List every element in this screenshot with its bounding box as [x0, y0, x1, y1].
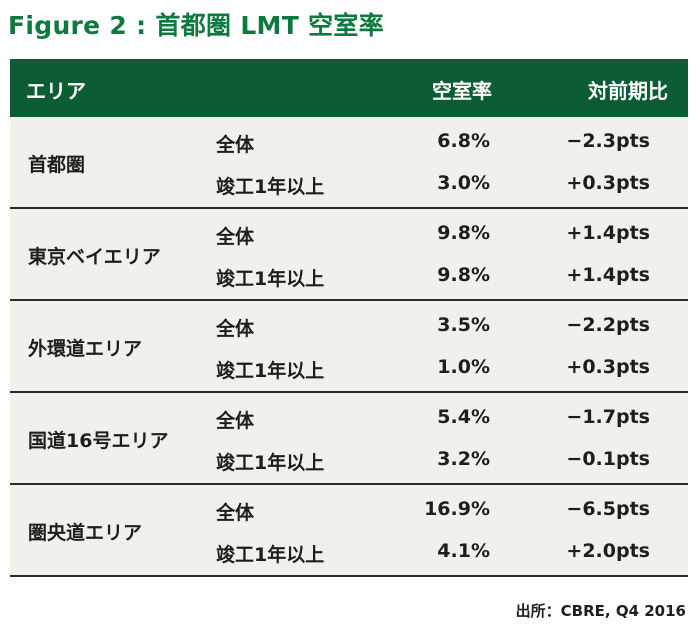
table-row: 全体 9.8% +1.4pts [10, 213, 688, 257]
change-value: −6.5pts [566, 498, 650, 520]
change-value: +1.4pts [566, 222, 650, 244]
vacancy-value: 9.8% [437, 222, 490, 244]
area-name: 国道16号エリア [28, 430, 169, 452]
header-quarter-change: 対前期比 [588, 79, 668, 103]
table-header: エリア 空室率 対前期比 [10, 59, 688, 117]
row-label: 竣工1年以上 [216, 176, 325, 198]
row-label: 竣工1年以上 [216, 452, 325, 474]
row-label: 竣工1年以上 [216, 360, 325, 382]
figure-title: Figure 2 : 首都圏 LMT 空室率 [8, 11, 384, 40]
change-value: −0.1pts [566, 448, 650, 470]
vacancy-value: 4.1% [437, 540, 490, 562]
area-name: 外環道エリア [28, 338, 143, 360]
table-row: 竣工1年以上 3.2% −0.1pts [10, 439, 688, 483]
row-label: 全体 [216, 410, 255, 432]
vacancy-value: 5.4% [437, 406, 490, 428]
change-value: −2.3pts [566, 130, 650, 152]
row-label: 竣工1年以上 [216, 268, 325, 290]
table-row: 全体 5.4% −1.7pts [10, 397, 688, 441]
change-value: +1.4pts [566, 264, 650, 286]
change-value: +0.3pts [566, 172, 650, 194]
vacancy-value: 16.9% [424, 498, 490, 520]
table-row: 全体 16.9% −6.5pts [10, 489, 688, 533]
vacancy-value: 9.8% [437, 264, 490, 286]
area-name: 圏央道エリア [28, 522, 143, 544]
table-row: 竣工1年以上 1.0% +0.3pts [10, 347, 688, 391]
table-row: 竣工1年以上 4.1% +2.0pts [10, 531, 688, 575]
header-area: エリア [26, 79, 86, 103]
row-label: 全体 [216, 134, 255, 156]
area-group-shutoken: 首都圏 全体 6.8% −2.3pts 竣工1年以上 3.0% +0.3pts [10, 117, 688, 209]
table-row: 全体 3.5% −2.2pts [10, 305, 688, 349]
vacancy-value: 1.0% [437, 356, 490, 378]
area-group-kenodo: 圏央道エリア 全体 16.9% −6.5pts 竣工1年以上 4.1% +2.0… [10, 485, 688, 577]
area-name: 東京ベイエリア [28, 246, 161, 268]
vacancy-value: 3.5% [437, 314, 490, 336]
area-group-route16: 国道16号エリア 全体 5.4% −1.7pts 竣工1年以上 3.2% −0.… [10, 393, 688, 485]
row-label: 全体 [216, 226, 255, 248]
area-name: 首都圏 [28, 154, 86, 176]
row-label: 竣工1年以上 [216, 544, 325, 566]
change-value: −2.2pts [566, 314, 650, 336]
table-row: 全体 6.8% −2.3pts [10, 121, 688, 165]
area-group-tokyo-bay: 東京ベイエリア 全体 9.8% +1.4pts 竣工1年以上 9.8% +1.4… [10, 209, 688, 301]
vacancy-value: 3.2% [437, 448, 490, 470]
table-row: 竣工1年以上 3.0% +0.3pts [10, 163, 688, 207]
header-vacancy-rate: 空室率 [432, 79, 492, 103]
change-value: +2.0pts [566, 540, 650, 562]
table-row: 竣工1年以上 9.8% +1.4pts [10, 255, 688, 299]
row-label: 全体 [216, 318, 255, 340]
source-note: 出所：CBRE, Q4 2016 [515, 602, 686, 620]
vacancy-value: 3.0% [437, 172, 490, 194]
row-label: 全体 [216, 502, 255, 524]
change-value: −1.7pts [566, 406, 650, 428]
change-value: +0.3pts [566, 356, 650, 378]
vacancy-value: 6.8% [437, 130, 490, 152]
vacancy-table: エリア 空室率 対前期比 首都圏 全体 6.8% −2.3pts 竣工1年以上 … [10, 59, 688, 577]
area-group-gaikando: 外環道エリア 全体 3.5% −2.2pts 竣工1年以上 1.0% +0.3p… [10, 301, 688, 393]
